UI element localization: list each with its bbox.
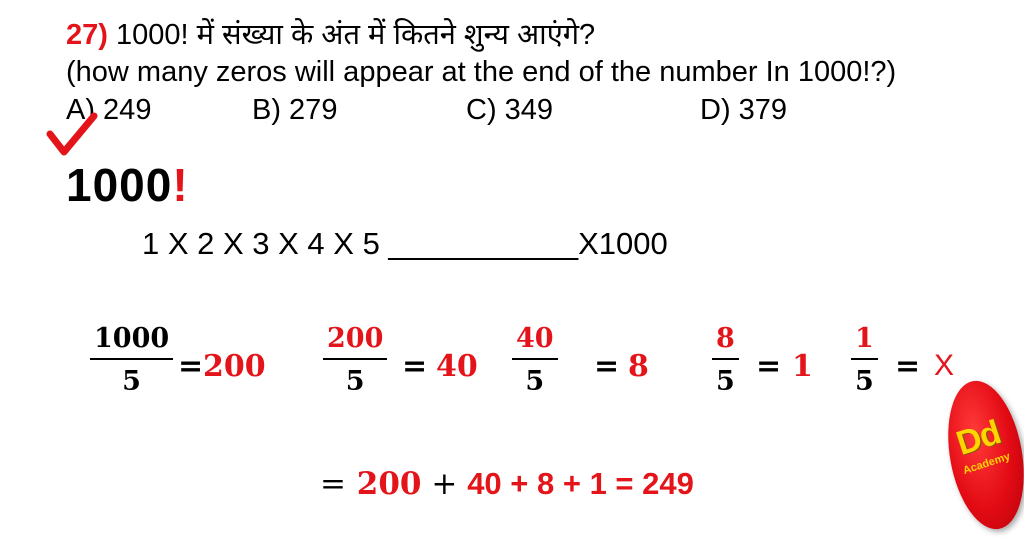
- fraction-denominator: 5: [716, 366, 735, 397]
- sum-rest: 40 + 8 + 1 = 249: [467, 466, 694, 501]
- fraction-numerator: 40: [516, 323, 554, 354]
- question-line: 27) 1000! में संख्या के अंत में कितने शु…: [66, 14, 595, 53]
- equals-sign: =: [594, 349, 620, 384]
- fraction-8-over-5: 8 5: [712, 325, 739, 395]
- fraction-denominator: 5: [122, 366, 141, 397]
- equals-sign: =: [756, 349, 782, 384]
- fraction-denominator: 5: [345, 366, 365, 397]
- question-number: 27): [66, 19, 108, 51]
- fraction-40-over-5: 40 5: [512, 325, 558, 395]
- fraction-bar: [851, 358, 878, 360]
- fraction-numerator: 200: [327, 323, 384, 354]
- equals-sign: =: [895, 349, 921, 384]
- fraction-1000-over-5: 1000 5: [90, 323, 174, 397]
- fraction-denominator: 5: [855, 366, 874, 397]
- result-1: 1: [792, 349, 813, 384]
- option-a: A) 249: [66, 94, 152, 126]
- sum-equals: =: [320, 466, 346, 502]
- fraction-1-over-5: 1 5: [851, 325, 878, 395]
- factorial-bang: !: [172, 159, 189, 211]
- fraction-numerator: 1000: [94, 323, 170, 354]
- option-b: B) 279: [252, 94, 338, 126]
- fraction-numerator: 8: [716, 323, 735, 354]
- option-d: D) 379: [700, 94, 788, 126]
- checkmark-icon: [46, 112, 98, 156]
- fraction-bar: [712, 358, 739, 360]
- question-hindi: 1000! में संख्या के अंत में कितने शुन्य …: [115, 19, 596, 51]
- product-line: 1 X 2 X 3 X 4 X 5 ___________X1000: [142, 226, 668, 261]
- fraction-denominator: 5: [525, 366, 545, 397]
- factorial-number: 1000: [66, 159, 173, 211]
- result-40: 40: [436, 349, 478, 384]
- question-english: (how many zeros will appear at the end o…: [66, 56, 897, 88]
- option-c: C) 349: [466, 94, 554, 126]
- logo-text: Dd Academy: [950, 413, 1012, 477]
- sum-plus: +: [421, 466, 468, 502]
- sum-term-200: 200: [356, 466, 422, 502]
- fraction-bar: [512, 358, 558, 360]
- result-200: 200: [203, 349, 266, 384]
- equals-sign: =: [178, 349, 204, 384]
- fraction-200-over-5: 200 5: [323, 323, 388, 397]
- fraction-bar: [323, 358, 388, 360]
- fraction-numerator: 1: [855, 323, 874, 354]
- equals-sign: =: [402, 349, 428, 384]
- academy-logo: Dd Academy: [937, 374, 1024, 536]
- fraction-bar: [90, 358, 174, 360]
- result-cross: X: [934, 349, 955, 382]
- result-8: 8: [628, 349, 649, 384]
- sum-line: = 200 + 40 + 8 + 1 = 249: [320, 466, 694, 502]
- factorial-heading: 1000!: [66, 158, 189, 212]
